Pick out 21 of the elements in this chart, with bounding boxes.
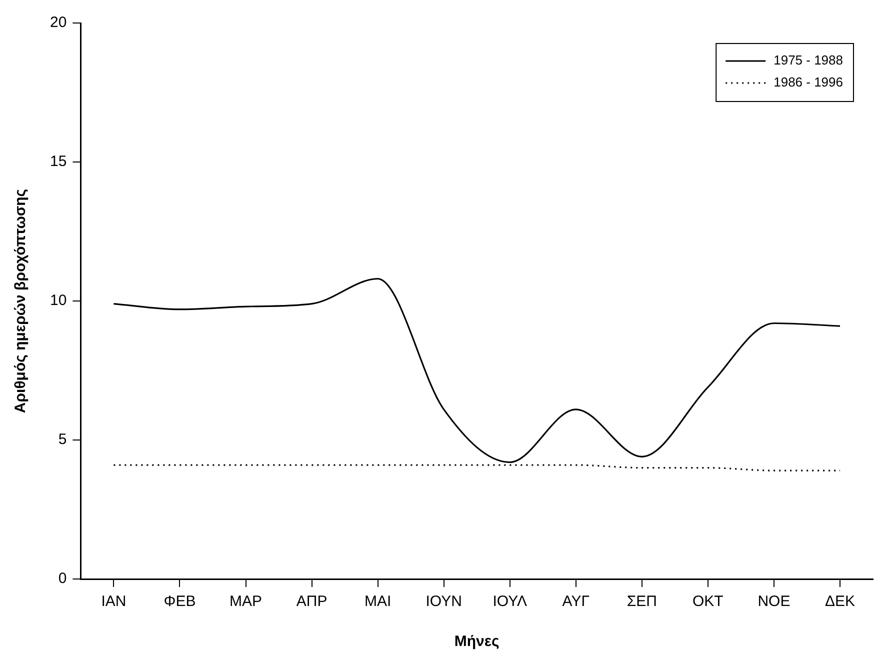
y-axis-title: Αριθμός ημερών βροχόπτωσης — [12, 188, 30, 414]
x-tick-label: ΑΥΓ — [562, 593, 590, 610]
x-tick-label: ΟΚΤ — [692, 593, 724, 610]
y-tick-label: 15 — [50, 153, 67, 170]
x-tick-label: ΔΕΚ — [824, 593, 856, 610]
x-axis-title: Μήνες — [454, 633, 500, 650]
x-tick-label: ΜΑΡ — [229, 593, 262, 610]
y-tick-label: 5 — [58, 431, 67, 448]
y-tick-label: 10 — [50, 292, 67, 310]
y-tick-label: 0 — [58, 570, 67, 588]
x-tick-label: ΣΕΠ — [626, 593, 657, 610]
x-tick-label: ΑΠΡ — [296, 593, 328, 610]
x-tick-label: ΙΑΝ — [101, 593, 126, 610]
y-tick-label: 20 — [50, 14, 67, 32]
x-tick-label: ΦΕΒ — [164, 593, 196, 610]
legend-label: 1986 - 1996 — [774, 74, 844, 90]
legend-label: 1975 - 1988 — [774, 52, 844, 68]
x-tick-label: ΝΟΕ — [758, 593, 790, 610]
x-tick-label: ΙΟΥΝ — [426, 593, 462, 610]
x-tick-label: ΜΑΙ — [364, 593, 392, 610]
x-tick-label: ΙΟΥΛ — [492, 593, 527, 610]
